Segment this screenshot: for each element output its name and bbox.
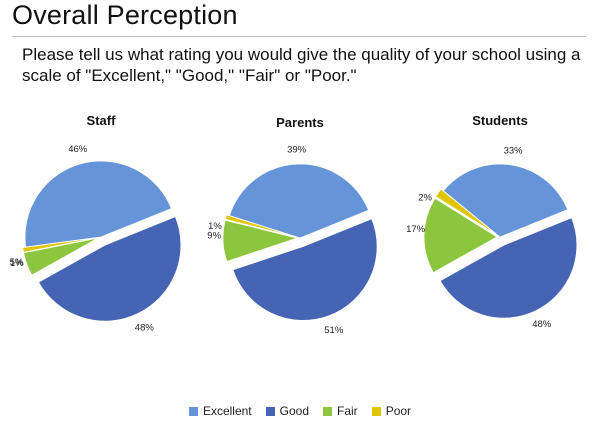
data-label-parents-poor: 1% xyxy=(208,221,222,232)
chart-title-students: Students xyxy=(472,113,528,128)
data-label-students-poor: 2% xyxy=(418,192,432,203)
slide-title: Overall Perception xyxy=(12,0,238,30)
chart-legend: Excellent Good Fair Poor xyxy=(0,404,600,418)
legend-item-good: Good xyxy=(265,404,310,418)
survey-question: Please tell us what rating you would giv… xyxy=(22,45,581,85)
chart-title-parents: Parents xyxy=(276,115,324,130)
pie-charts: Staff46%48%5%1%Parents39%51%9%1%Students… xyxy=(10,113,578,336)
pie-slice-students-good xyxy=(439,217,578,319)
pie-slice-parents-fair xyxy=(222,219,299,262)
legend-label-poor: Poor xyxy=(385,404,412,418)
title-divider xyxy=(12,36,586,37)
pie-slice-parents-good xyxy=(232,218,378,321)
data-label-students-fair: 17% xyxy=(406,224,426,235)
data-label-staff-excellent: 46% xyxy=(68,144,88,155)
chart-title-staff: Staff xyxy=(87,113,117,128)
pie-slice-parents-poor xyxy=(224,214,298,238)
legend-swatch-poor xyxy=(371,406,381,416)
data-label-parents-excellent: 39% xyxy=(287,144,307,155)
pie-slice-students-poor xyxy=(435,188,498,236)
data-label-staff-good: 48% xyxy=(135,322,155,333)
legend-label-fair: Fair xyxy=(337,404,358,418)
data-label-staff-poor: 1% xyxy=(10,258,24,269)
legend-label-excellent: Excellent xyxy=(202,404,252,418)
pie-slice-staff-excellent xyxy=(24,160,172,248)
pie-slice-staff-poor xyxy=(22,237,99,253)
legend-item-fair: Fair xyxy=(323,404,358,418)
pie-slice-staff-fair xyxy=(23,237,99,276)
legend-item-excellent: Excellent xyxy=(188,404,252,418)
legend-swatch-fair xyxy=(323,406,333,416)
legend-swatch-good xyxy=(265,406,275,416)
data-label-students-good: 48% xyxy=(532,319,552,330)
pie-slice-parents-excellent xyxy=(228,163,370,239)
pie-slice-students-fair xyxy=(423,197,498,274)
pie-slice-students-excellent xyxy=(442,163,569,238)
data-label-students-excellent: 33% xyxy=(504,145,524,156)
data-label-parents-good: 51% xyxy=(324,325,344,336)
pie-slice-staff-good xyxy=(38,216,182,322)
legend-label-good: Good xyxy=(279,404,310,418)
data-label-staff-fair: 5% xyxy=(10,257,24,268)
legend-item-poor: Poor xyxy=(371,404,412,418)
legend-swatch-excellent xyxy=(188,406,198,416)
data-label-parents-fair: 9% xyxy=(207,231,221,242)
